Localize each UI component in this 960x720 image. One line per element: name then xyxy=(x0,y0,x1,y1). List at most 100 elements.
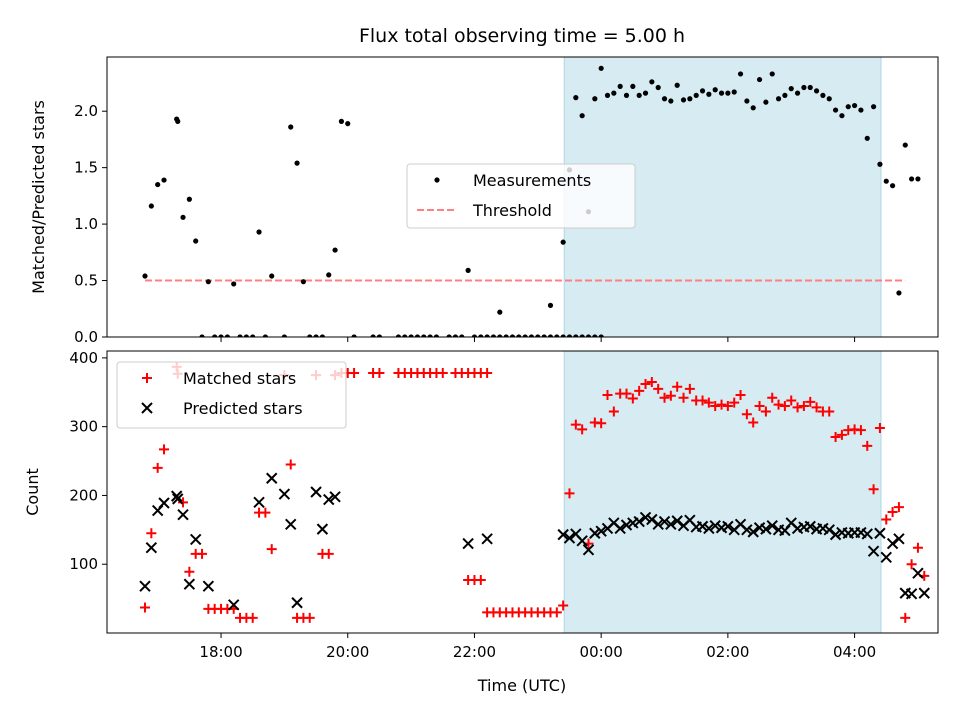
x-tick-label: 18:00 xyxy=(199,643,242,661)
x-axis-label: Time (UTC) xyxy=(477,676,566,695)
data-point xyxy=(693,92,699,98)
data-point xyxy=(832,107,839,113)
data-point xyxy=(402,334,408,337)
data-point xyxy=(598,65,604,71)
data-point xyxy=(639,511,652,524)
data-point xyxy=(674,82,680,88)
data-point xyxy=(703,397,714,408)
data-point xyxy=(858,107,864,113)
data-point xyxy=(193,238,199,244)
data-point xyxy=(617,83,623,89)
data-point xyxy=(484,334,490,337)
data-point xyxy=(811,402,822,413)
axes-frame xyxy=(106,350,939,634)
legend-marker xyxy=(434,177,440,183)
data-point xyxy=(497,334,503,337)
data-point xyxy=(349,368,360,379)
data-point xyxy=(189,533,202,546)
data-point xyxy=(433,334,440,337)
data-point xyxy=(722,401,733,412)
data-point xyxy=(576,535,588,547)
data-point xyxy=(490,334,497,337)
data-point xyxy=(775,96,782,102)
data-point xyxy=(652,518,664,531)
data-point xyxy=(735,390,746,401)
data-point xyxy=(224,334,230,337)
data-point xyxy=(805,396,816,407)
data-point xyxy=(627,393,638,404)
data-point xyxy=(896,290,902,296)
data-point xyxy=(186,196,192,202)
panel-count: 100 200 300 400 18:00 20:00 22:00 00:00 02:00 04:… xyxy=(23,349,939,661)
data-point xyxy=(288,124,294,130)
y-tick-label: 300 xyxy=(69,418,98,436)
data-point xyxy=(541,334,547,337)
plot-area xyxy=(139,361,930,623)
data-point xyxy=(509,334,516,337)
data-point xyxy=(370,334,376,337)
data-point xyxy=(604,92,611,98)
data-point xyxy=(471,334,478,337)
data-point xyxy=(183,578,196,590)
data-point xyxy=(696,520,709,533)
panel-ratio: 0.0 0.5 1.0 1.5 2.0 Matched/Predicted stars Me… xyxy=(29,56,939,346)
data-point xyxy=(351,334,357,337)
data-point xyxy=(253,496,265,509)
data-point xyxy=(824,406,835,417)
data-point xyxy=(614,522,626,535)
data-point xyxy=(912,542,923,553)
data-point xyxy=(741,524,753,536)
data-point xyxy=(478,334,484,337)
data-point xyxy=(338,118,345,124)
data-point xyxy=(798,401,809,412)
data-point xyxy=(823,524,835,536)
x-tick-label: 00:00 xyxy=(580,643,623,661)
data-point xyxy=(558,600,569,611)
data-point xyxy=(414,334,421,337)
data-point xyxy=(197,548,208,559)
data-point xyxy=(905,588,918,600)
data-point xyxy=(294,160,300,166)
data-point xyxy=(697,395,708,406)
data-point xyxy=(560,239,566,245)
data-point xyxy=(794,90,801,96)
data-point xyxy=(285,459,296,470)
data-point xyxy=(175,118,181,124)
data-point xyxy=(760,523,772,535)
data-point xyxy=(653,383,664,394)
data-point xyxy=(893,502,904,513)
data-point xyxy=(266,472,278,484)
data-point xyxy=(598,334,604,337)
y-tick-label: 0.0 xyxy=(74,328,98,346)
data-point xyxy=(703,522,715,535)
data-point xyxy=(779,401,790,412)
data-point xyxy=(374,368,385,379)
data-point xyxy=(887,506,898,517)
data-point xyxy=(395,334,402,337)
data-point xyxy=(906,559,917,570)
data-point xyxy=(829,528,842,541)
data-point xyxy=(710,401,721,412)
x-tick-label: 02:00 xyxy=(706,643,749,661)
data-point xyxy=(756,76,763,83)
data-point xyxy=(243,334,249,337)
data-point xyxy=(535,334,541,337)
data-point xyxy=(376,334,383,337)
data-point xyxy=(623,92,630,98)
data-point xyxy=(437,368,448,379)
data-point xyxy=(893,533,905,545)
data-point xyxy=(592,334,598,337)
data-point xyxy=(680,97,687,103)
data-point xyxy=(804,520,816,533)
data-point xyxy=(237,334,243,337)
data-point xyxy=(146,528,157,539)
data-point xyxy=(687,96,693,102)
data-point xyxy=(579,113,585,119)
data-point xyxy=(332,247,338,253)
data-point xyxy=(889,183,896,189)
data-point xyxy=(345,121,351,127)
legend-marker xyxy=(141,402,153,414)
data-point xyxy=(304,612,315,623)
data-point xyxy=(763,99,769,105)
